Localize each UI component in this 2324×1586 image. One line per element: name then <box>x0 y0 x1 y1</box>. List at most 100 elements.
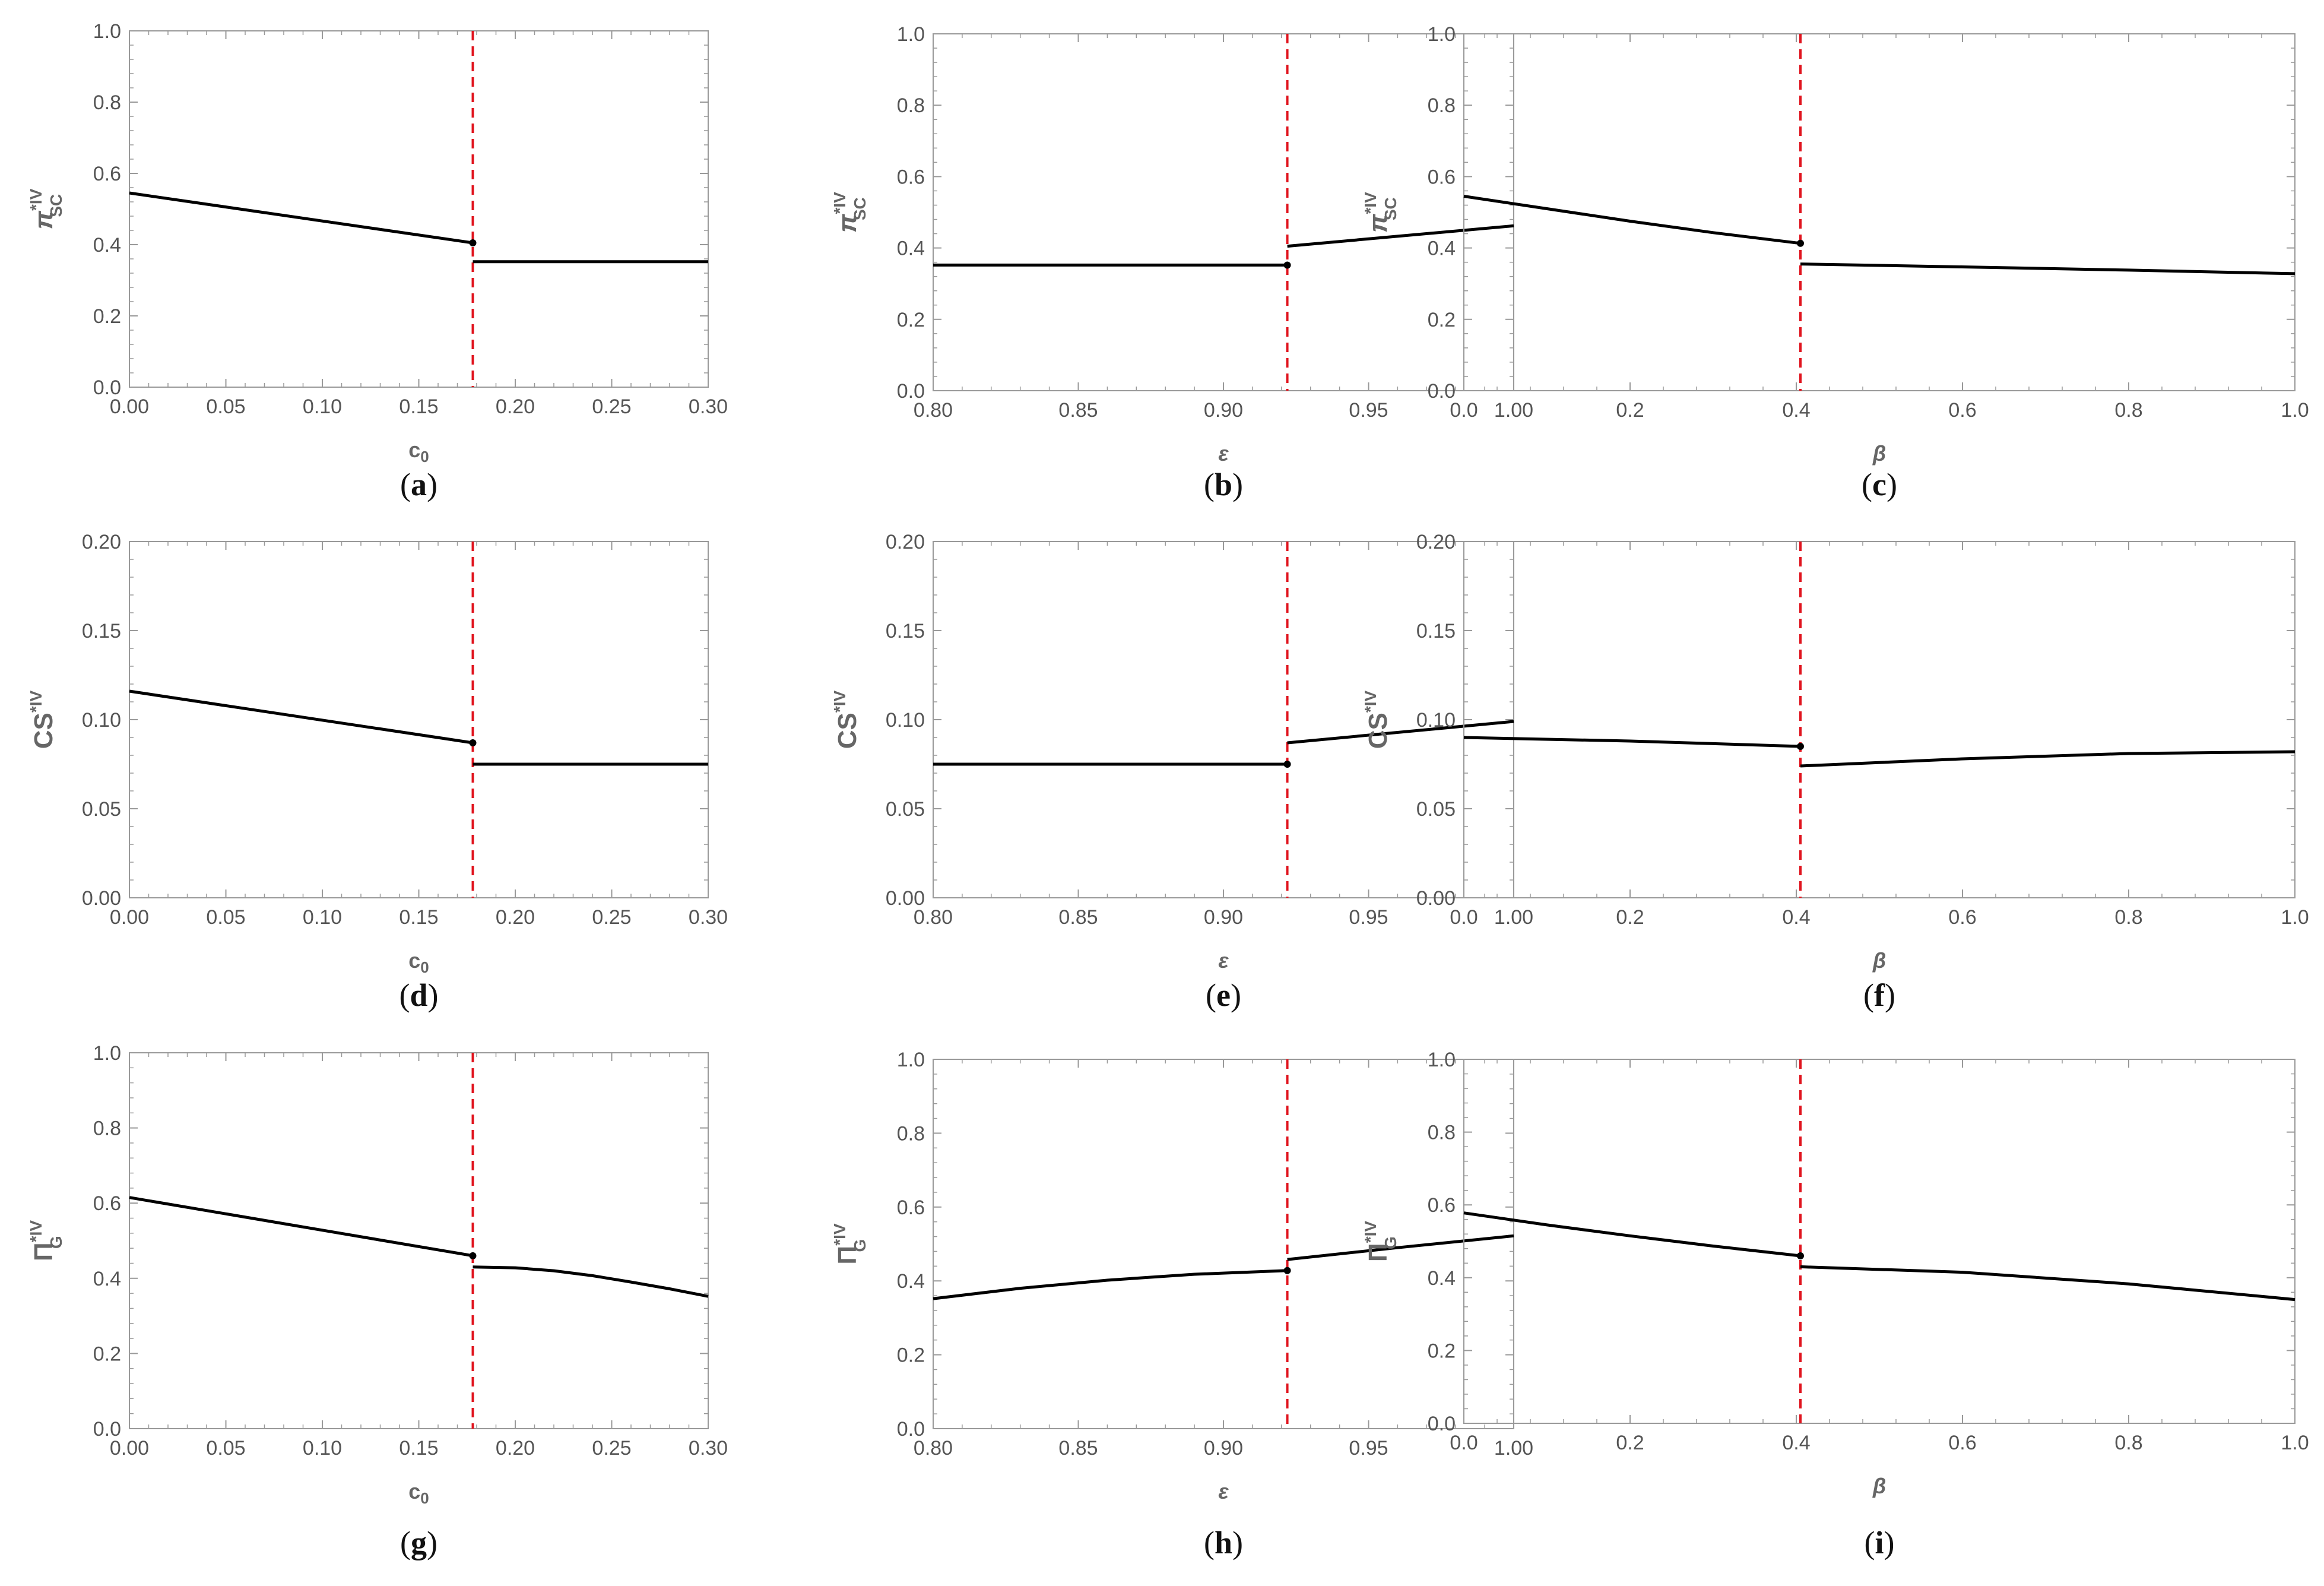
y-axis-label: CS*IV <box>830 690 862 749</box>
x-axis-label: ε <box>1218 441 1229 466</box>
plot-frame <box>1463 541 2296 898</box>
x-tick-label: 0.8 <box>2114 906 2142 929</box>
panel-caption: (d) <box>399 977 438 1013</box>
y-tick-label: 0.2 <box>93 1343 121 1365</box>
x-tick-label: 0.2 <box>1616 906 1644 929</box>
y-tick-label: 0.6 <box>1428 1194 1456 1217</box>
series-line-right <box>1287 224 1514 248</box>
plot-frame <box>1463 33 2296 391</box>
series-line-right <box>1287 720 1514 745</box>
y-tick-label: 0.6 <box>93 163 121 185</box>
x-tick-label: 0.95 <box>1349 1437 1388 1460</box>
x-tick-label: 0.0 <box>1450 1432 1478 1454</box>
x-tick-label: 0.80 <box>914 906 953 929</box>
y-tick-label: 0.8 <box>897 1122 925 1145</box>
jump-point <box>1283 761 1291 768</box>
x-tick-label: 1.00 <box>1494 906 1533 929</box>
x-tick-label: 0.90 <box>1204 1437 1243 1460</box>
panel-e: 0.80 0.85 0.90 0.95 1.00 0.00 0.05 0.10 0.15 0.20… <box>830 531 1533 1013</box>
y-tick-label: 0.05 <box>82 798 121 821</box>
x-tick-label: 0.90 <box>1204 906 1243 929</box>
y-tick-label: 1.0 <box>93 20 121 43</box>
x-tick-label: 0.25 <box>592 395 631 418</box>
y-tick-label: 0.4 <box>1428 1267 1456 1290</box>
x-tick-label: 0.4 <box>1782 1432 1810 1454</box>
y-tick-label: 0.0 <box>897 1418 925 1441</box>
series-line-left <box>129 191 473 245</box>
series-line-left <box>1463 736 1801 748</box>
y-tick-label: 0.0 <box>93 376 121 399</box>
y-tick-label: 0.05 <box>1416 798 1456 821</box>
x-tick-label: 0.6 <box>1948 906 1976 929</box>
x-tick-label: 1.00 <box>1494 1437 1533 1460</box>
x-tick-label: 0.10 <box>303 1437 342 1460</box>
y-tick-label: 0.15 <box>1416 620 1456 642</box>
jump-point <box>469 1252 477 1259</box>
y-tick-label: 1.0 <box>897 23 925 46</box>
x-tick-label: 0.80 <box>914 1437 953 1460</box>
plot-frame <box>1463 1059 2296 1424</box>
x-tick-label: 1.0 <box>2281 399 2309 422</box>
y-tick-label: 0.20 <box>886 531 925 553</box>
x-tick-label: 0.4 <box>1782 399 1810 422</box>
x-axis-label: c0 <box>408 438 429 466</box>
y-tick-label: 1.0 <box>897 1049 925 1071</box>
jump-point <box>469 239 477 246</box>
y-tick-label: 0.2 <box>897 309 925 331</box>
x-tick-label: 0.30 <box>689 906 728 929</box>
y-tick-label: 0.10 <box>1416 709 1456 732</box>
x-tick-label: 0.00 <box>110 1437 149 1460</box>
y-tick-label: 0.0 <box>897 380 925 403</box>
y-tick-label: 0.4 <box>93 234 121 257</box>
y-axis-label: π*IV SC <box>830 192 869 233</box>
x-tick-label: 0.2 <box>1616 399 1644 422</box>
panel-caption: (c) <box>1862 467 1897 502</box>
y-tick-label: 0.4 <box>1428 238 1456 260</box>
y-tick-label: 0.4 <box>897 238 925 260</box>
x-tick-label: 1.00 <box>1494 399 1533 422</box>
series-line-right <box>1287 1234 1514 1261</box>
jump-point <box>1797 239 1804 247</box>
y-tick-label: 0.4 <box>897 1270 925 1293</box>
x-tick-label: 0.8 <box>2114 399 2142 422</box>
x-tick-label: 0.0 <box>1450 906 1478 929</box>
series-line-right <box>1800 1265 2296 1302</box>
y-axis-label: CS*IV <box>1361 690 1393 749</box>
x-tick-label: 0.30 <box>689 1437 728 1460</box>
x-axis-label: β <box>1872 441 1886 466</box>
x-tick-label: 0.00 <box>110 906 149 929</box>
y-axis-label: Π*IV G <box>27 1220 65 1261</box>
x-tick-label: 0.20 <box>496 1437 535 1460</box>
panel-caption: (h) <box>1204 1525 1243 1560</box>
y-tick-label: 0.00 <box>886 887 925 910</box>
plot-frame <box>129 541 709 898</box>
x-tick-label: 0.15 <box>399 1437 438 1460</box>
y-tick-label: 0.2 <box>897 1344 925 1367</box>
x-tick-label: 1.0 <box>2281 906 2309 929</box>
series-line-left <box>129 1196 473 1258</box>
series-line-left <box>129 689 473 745</box>
series-line-left <box>1463 195 1801 245</box>
x-axis-label: β <box>1872 1474 1886 1498</box>
y-tick-label: 0.8 <box>1428 1122 1456 1144</box>
y-axis-label: Π*IV G <box>1361 1221 1400 1262</box>
panel-d: 0.00 0.05 0.10 0.15 0.20 0.25 0.30 0.00 0.05 0.10… <box>27 531 728 1013</box>
panel-h: 0.80 0.85 0.90 0.95 1.00 0.0 0.2 0.4 0.6 0.8 1.0 ε Π… <box>830 1049 1533 1560</box>
y-tick-label: 0.2 <box>93 305 121 328</box>
x-tick-label: 0.00 <box>110 395 149 418</box>
y-tick-label: 0.00 <box>82 887 121 910</box>
y-tick-label: 0.2 <box>1428 1340 1456 1362</box>
x-tick-label: 0.10 <box>303 395 342 418</box>
y-tick-label: 0.20 <box>1416 531 1456 553</box>
y-tick-label: 0.00 <box>1416 887 1456 910</box>
x-tick-label: 1.0 <box>2281 1432 2309 1454</box>
x-tick-label: 0.8 <box>2114 1432 2142 1454</box>
x-tick-label: 0.20 <box>496 395 535 418</box>
y-tick-label: 1.0 <box>1428 1049 1456 1071</box>
y-tick-label: 0.15 <box>886 620 925 642</box>
y-tick-label: 0.2 <box>1428 309 1456 331</box>
panel-a: 0.00 0.05 0.10 0.15 0.20 0.25 0.30 0.0 0.2 0.4 0.6… <box>27 20 728 502</box>
x-tick-label: 0.05 <box>206 906 245 929</box>
x-tick-label: 0.15 <box>399 395 438 418</box>
